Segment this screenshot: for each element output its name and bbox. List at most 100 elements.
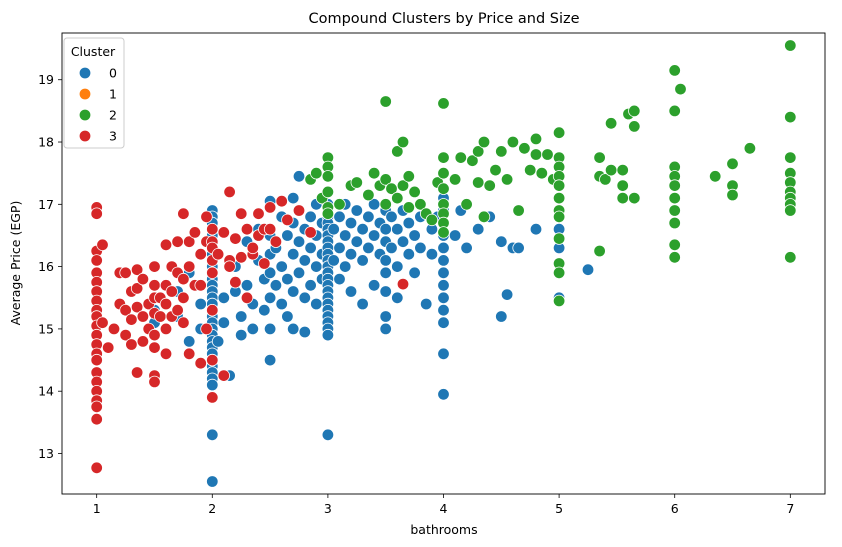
data-point — [628, 191, 641, 205]
data-point — [379, 285, 392, 298]
data-point — [321, 170, 335, 183]
data-point — [784, 151, 797, 164]
data-point — [460, 198, 473, 211]
data-point — [362, 188, 375, 202]
y-tick-label: 16 — [38, 259, 54, 274]
data-point — [396, 235, 410, 248]
data-point — [437, 316, 450, 329]
data-point — [321, 328, 335, 342]
data-point — [177, 291, 190, 305]
data-point — [420, 297, 433, 311]
data-point — [154, 310, 167, 323]
x-tick-label: 4 — [440, 501, 448, 516]
data-point — [304, 279, 317, 292]
data-point — [385, 182, 398, 195]
data-point — [96, 316, 109, 329]
data-point — [90, 254, 103, 267]
data-point — [217, 369, 231, 382]
y-tick-label: 13 — [38, 446, 54, 461]
data-point — [130, 263, 144, 276]
data-point — [339, 229, 352, 242]
data-point — [437, 291, 450, 305]
data-point — [206, 475, 219, 488]
data-point — [304, 226, 317, 239]
data-point — [402, 216, 416, 230]
series-0 — [148, 170, 595, 488]
data-point — [292, 235, 306, 248]
data-point — [552, 266, 566, 280]
data-point — [437, 182, 450, 195]
data-point — [709, 170, 722, 183]
data-point — [552, 232, 566, 245]
data-point — [107, 322, 121, 336]
data-point — [275, 297, 288, 311]
data-point — [668, 238, 681, 252]
data-point — [269, 235, 283, 248]
data-point — [379, 198, 392, 211]
data-point — [333, 241, 346, 255]
data-point — [211, 335, 225, 348]
data-point — [552, 179, 566, 192]
data-point — [159, 297, 173, 311]
data-point — [391, 291, 404, 305]
data-point — [437, 304, 450, 317]
legend-marker — [78, 66, 92, 80]
data-point — [489, 163, 502, 177]
legend-item: 2 — [78, 108, 117, 123]
data-point — [292, 170, 306, 183]
data-point — [616, 163, 629, 177]
data-point — [177, 272, 190, 286]
data-point — [194, 297, 207, 311]
data-point — [287, 322, 300, 336]
data-point — [628, 104, 641, 118]
data-point — [206, 353, 219, 367]
data-point — [529, 222, 543, 236]
data-point — [344, 247, 358, 261]
data-point — [500, 173, 514, 186]
data-point — [408, 229, 421, 242]
data-point — [263, 291, 277, 305]
data-point — [136, 335, 150, 348]
data-point — [477, 210, 491, 224]
data-point — [466, 154, 479, 167]
data-point — [101, 341, 115, 354]
data-point — [460, 241, 473, 255]
data-point — [529, 132, 543, 146]
data-point — [391, 260, 404, 273]
data-point — [206, 222, 219, 236]
data-point — [234, 328, 248, 342]
legend-marker — [78, 87, 92, 101]
data-point — [217, 226, 231, 239]
x-tick-label: 6 — [671, 501, 679, 516]
data-point — [350, 204, 364, 217]
data-point — [593, 151, 606, 164]
legend-item: 1 — [78, 87, 117, 102]
data-point — [472, 176, 485, 189]
data-point — [593, 244, 606, 258]
data-point — [246, 322, 260, 336]
data-point — [367, 166, 381, 180]
x-tick-label: 7 — [786, 501, 794, 516]
data-point — [379, 173, 392, 186]
data-point — [240, 222, 254, 236]
data-point — [379, 322, 392, 336]
data-point — [472, 222, 485, 236]
data-point — [90, 353, 103, 367]
data-point — [344, 216, 358, 230]
data-point — [130, 366, 144, 379]
data-point — [495, 235, 508, 248]
data-point — [356, 222, 369, 236]
data-point — [396, 277, 410, 291]
data-point — [327, 254, 340, 267]
data-point — [206, 428, 219, 442]
data-point — [148, 328, 161, 342]
data-point — [396, 135, 410, 149]
data-point — [148, 375, 161, 389]
data-point — [552, 191, 566, 205]
data-point — [177, 207, 190, 220]
data-point — [529, 148, 543, 161]
data-point — [223, 260, 236, 273]
data-point — [552, 210, 566, 224]
data-point — [292, 266, 306, 280]
